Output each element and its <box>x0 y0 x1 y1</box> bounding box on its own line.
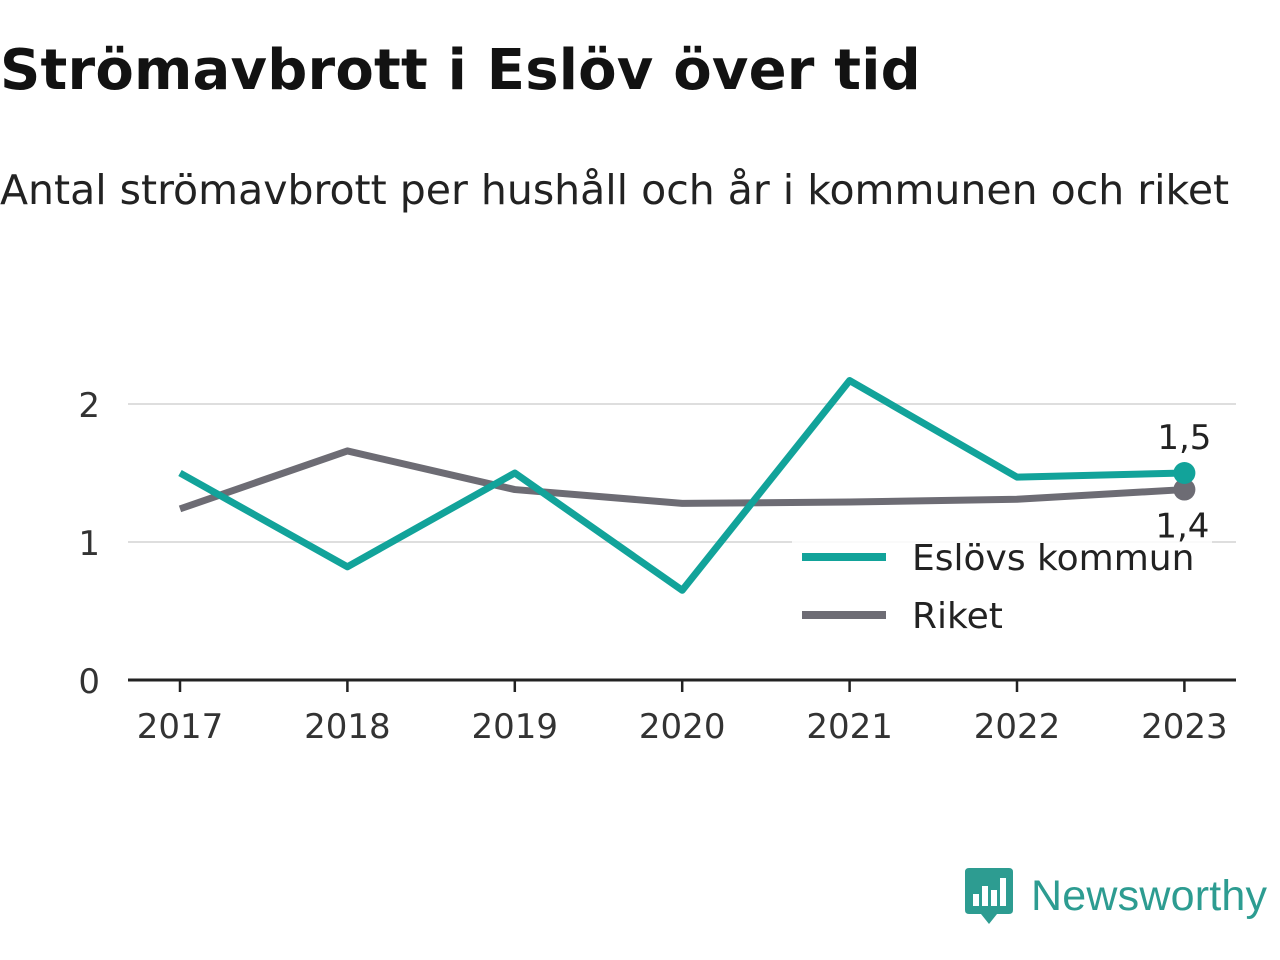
bar-chart-speech-bubble-icon <box>965 868 1013 924</box>
end-label-riket: 1,4 <box>1155 507 1209 547</box>
legend-background <box>792 532 1212 652</box>
brand-name: Newsworthy <box>1031 871 1268 920</box>
line-chart: 0 1 2 2017 2018 2019 2020 2021 2022 2023 Eslövs … <box>78 377 1236 747</box>
chart-subtitle: Antal strömavbrott per hushåll och år i … <box>0 166 1230 214</box>
x-tick-label: 2019 <box>472 707 559 747</box>
y-tick-label: 2 <box>78 386 100 426</box>
y-tick-label: 0 <box>78 662 100 702</box>
series-line-riket <box>178 447 1185 513</box>
series-line-eslovs-kommun <box>178 377 1185 594</box>
end-label-eslovs-kommun: 1,5 <box>1157 418 1211 458</box>
x-tick-label: 2017 <box>137 707 224 747</box>
x-tick-label: 2022 <box>974 707 1061 747</box>
brand-logo[interactable]: Newsworthy <box>963 864 1267 928</box>
y-tick-label: 1 <box>78 524 100 564</box>
end-marker-riket <box>1173 478 1196 501</box>
chart-title: Strömavbrott i Eslöv över tid <box>0 38 921 103</box>
x-tick-label: 2020 <box>639 707 726 747</box>
legend: Eslövs kommun Riket <box>792 532 1212 652</box>
y-axis: 0 1 2 <box>78 386 100 702</box>
series-lines <box>178 377 1185 594</box>
end-labels: 1,5 1,4 <box>1155 418 1211 547</box>
x-tick-label: 2021 <box>806 707 893 747</box>
x-tick-label: 2018 <box>304 707 391 747</box>
legend-entry: Riket <box>912 596 1003 637</box>
legend-entry: Eslövs kommun <box>912 538 1194 579</box>
x-axis: 2017 2018 2019 2020 2021 2022 2023 <box>128 678 1236 747</box>
end-marker-eslovs-kommun <box>1173 462 1196 484</box>
x-tick-label: 2023 <box>1141 707 1228 747</box>
